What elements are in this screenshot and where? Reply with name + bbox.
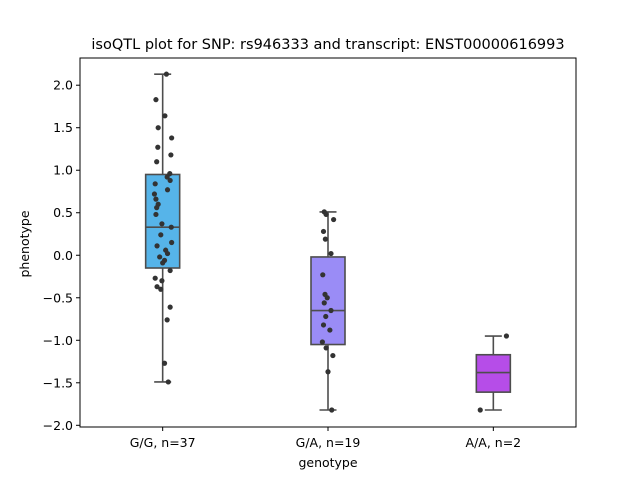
data-point [152, 181, 158, 187]
box-iqr [310, 256, 346, 346]
data-point [157, 254, 163, 260]
data-point [167, 267, 173, 274]
data-point [155, 125, 161, 131]
data-point [155, 144, 161, 150]
data-point [161, 360, 168, 366]
data-point [324, 295, 330, 301]
data-point [154, 205, 160, 211]
data-point [152, 275, 158, 281]
data-point [154, 159, 160, 165]
data-point [319, 339, 325, 345]
y-tick-label: 1.5 [53, 120, 73, 135]
data-point [330, 352, 336, 359]
x-tick-label: A/A, n=2 [466, 435, 522, 450]
y-tick-label: 1.0 [53, 163, 73, 178]
data-point [165, 379, 171, 385]
y-tick-label: 0.0 [53, 248, 73, 263]
data-point [320, 228, 327, 235]
x-axis-label: genotype [298, 455, 357, 470]
chart-title: isoQTL plot for SNP: rs946333 and transc… [91, 37, 564, 53]
data-point [167, 304, 173, 310]
y-tick-label: −0.5 [43, 290, 73, 305]
data-point [331, 216, 337, 223]
x-tick-label: G/A, n=19 [296, 435, 361, 450]
y-axis-label: phenotype [17, 210, 32, 277]
data-point [169, 135, 175, 141]
data-point [160, 260, 166, 266]
data-point [323, 313, 329, 320]
data-point [320, 322, 327, 328]
data-point [329, 407, 335, 413]
data-point [503, 333, 510, 339]
data-point [162, 113, 168, 119]
data-point [320, 272, 326, 278]
data-point [169, 239, 175, 246]
plot-area: −2.0 −1.5 −1.0 −0.5 0.0 0.5 1.0 1.5 2.0 G/G, n=37… [43, 71, 522, 450]
y-tick-label: −1.0 [43, 333, 73, 348]
box-iqr [475, 353, 512, 393]
data-point [167, 177, 173, 184]
data-point [328, 307, 334, 314]
data-point [477, 407, 483, 413]
data-point [158, 232, 164, 238]
data-point [154, 243, 160, 249]
data-point [153, 196, 159, 202]
data-point [153, 97, 159, 103]
data-point [321, 300, 327, 306]
data-point [164, 187, 171, 193]
data-point [159, 221, 165, 227]
data-point [153, 211, 159, 218]
y-tick-label: 0.5 [53, 205, 73, 220]
box-iqr [144, 173, 181, 269]
data-point [322, 236, 328, 242]
data-point [159, 278, 165, 284]
data-point [163, 71, 170, 77]
y-tick-label: 2.0 [53, 78, 73, 93]
data-point [325, 369, 331, 375]
data-point [164, 250, 171, 257]
y-tick-label: −2.0 [43, 418, 73, 433]
x-tick-label: G/G, n=37 [130, 435, 196, 450]
data-point [158, 286, 164, 292]
data-point [168, 224, 174, 230]
data-point [323, 211, 329, 218]
data-point [164, 317, 170, 323]
plot-frame [79, 57, 577, 428]
data-point [327, 327, 333, 333]
data-point [168, 152, 174, 158]
data-point [164, 174, 170, 180]
y-tick-label: −1.5 [43, 375, 73, 390]
data-point [151, 191, 158, 197]
data-point [154, 284, 160, 290]
data-point [328, 250, 334, 257]
data-point [323, 345, 329, 351]
